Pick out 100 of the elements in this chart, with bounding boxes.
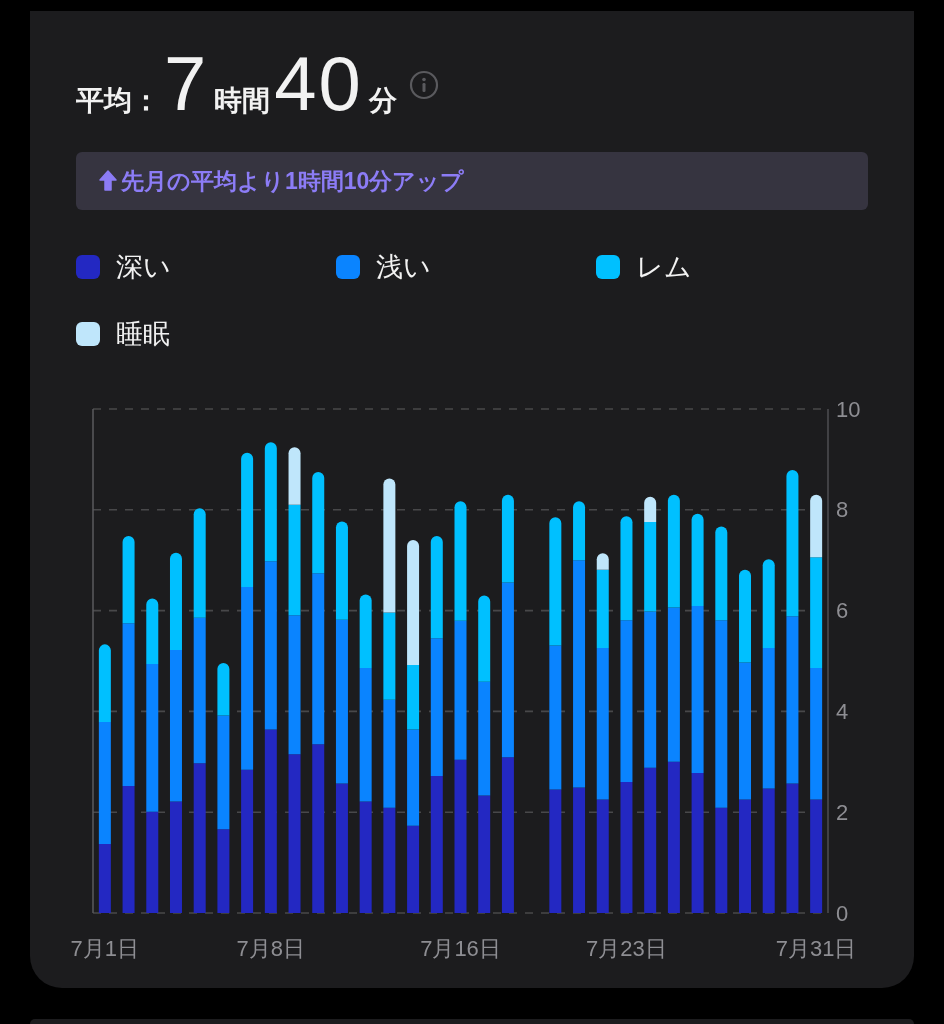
bar [193, 763, 206, 913]
bar [454, 620, 467, 760]
bar [241, 769, 254, 913]
y-tick-label: 2 [836, 799, 849, 825]
bar [739, 662, 752, 800]
bar [383, 807, 396, 913]
bar [549, 645, 562, 790]
bar [762, 559, 775, 648]
bar [193, 617, 206, 764]
bar [596, 569, 609, 648]
bar [715, 807, 728, 913]
bar [501, 582, 514, 758]
bar [454, 759, 467, 913]
bar [573, 787, 586, 913]
bar [335, 521, 348, 620]
bar [217, 715, 230, 830]
x-tick-label: 7月16日 [420, 935, 501, 961]
bar [264, 561, 277, 730]
bar [335, 619, 348, 784]
bar [454, 501, 467, 621]
bar [407, 665, 420, 730]
bar [478, 681, 491, 796]
bar [288, 447, 301, 505]
bar [217, 829, 230, 913]
legend-label: 睡眠 [116, 318, 170, 351]
bar [762, 647, 775, 789]
x-tick-label: 7月8日 [236, 935, 306, 961]
bar [146, 664, 159, 812]
bar [667, 761, 680, 913]
bar [169, 552, 182, 650]
bar [430, 638, 443, 776]
bar [383, 612, 396, 700]
x-tick-label: 7月31日 [775, 935, 857, 961]
bar [478, 595, 491, 682]
x-tick-label: 7月1日 [70, 935, 140, 961]
y-tick-label: 4 [836, 698, 849, 724]
bar [407, 540, 420, 666]
bar [810, 668, 823, 800]
bar [810, 557, 823, 669]
bar [98, 721, 111, 844]
bar [312, 472, 325, 574]
bar [667, 607, 680, 762]
bar [596, 799, 609, 913]
bar [288, 615, 301, 755]
bar [691, 606, 704, 773]
bar [501, 494, 514, 583]
bar [383, 478, 396, 613]
bar [691, 772, 704, 913]
bar [549, 517, 562, 646]
bar [98, 843, 111, 913]
bar [359, 668, 372, 802]
bar [407, 825, 420, 913]
bar [810, 799, 823, 913]
bar [241, 586, 254, 770]
bar [786, 783, 799, 913]
bar [573, 560, 586, 788]
bar [288, 754, 301, 913]
bar [217, 663, 230, 716]
bar [762, 788, 775, 913]
bar [169, 649, 182, 802]
bar [335, 783, 348, 913]
bar [122, 536, 135, 624]
y-tick-label: 6 [836, 598, 849, 624]
bar [715, 526, 728, 621]
bar [501, 757, 514, 913]
bar [122, 623, 135, 786]
bar [596, 647, 609, 800]
y-tick-label: 10 [836, 396, 861, 422]
y-tick-label: 0 [836, 900, 849, 926]
bar [667, 494, 680, 608]
x-tick-label: 7月23日 [586, 935, 667, 961]
bar [549, 789, 562, 913]
bar [383, 699, 396, 808]
bar [644, 767, 657, 913]
legend-label: 浅い [376, 251, 431, 284]
bar [312, 573, 325, 745]
y-tick-label: 8 [836, 497, 849, 523]
bar [430, 775, 443, 913]
chart-subtitle: 先月の平均より1時間10分アップ [121, 166, 465, 196]
bar [715, 620, 728, 808]
bar [620, 781, 633, 913]
bar [264, 729, 277, 913]
bar [691, 513, 704, 607]
bar [264, 442, 277, 562]
bar [146, 598, 159, 665]
bar [312, 744, 325, 913]
bar [122, 785, 135, 913]
bar [146, 811, 159, 913]
bar [573, 501, 586, 561]
bar [739, 569, 752, 663]
bar [407, 729, 420, 826]
bar [98, 644, 111, 722]
bar [786, 616, 799, 784]
bar [644, 521, 657, 612]
bar [478, 795, 491, 913]
bar [644, 496, 657, 522]
bar [739, 799, 752, 913]
bar [359, 801, 372, 913]
bar [169, 801, 182, 913]
bar [193, 508, 206, 618]
